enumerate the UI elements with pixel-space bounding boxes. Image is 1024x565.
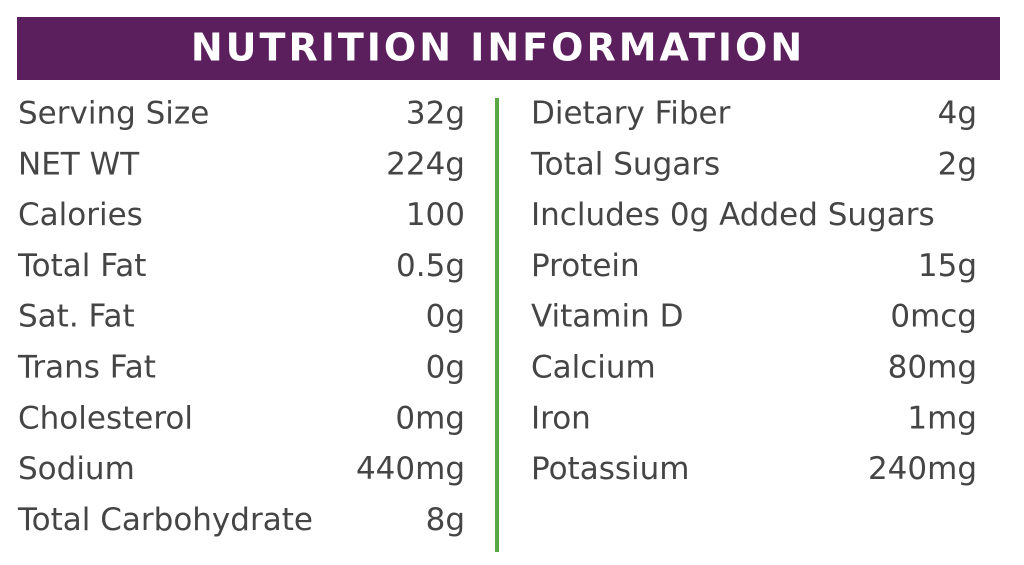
nutrient-label: Calcium [531,350,656,386]
header-title: NUTRITION INFORMATION [191,26,805,70]
nutrient-value: 15g [918,248,977,284]
nutrient-value: 224g [386,146,465,182]
nutrient-label: Protein [531,248,640,284]
nutrient-value: 4g [938,96,977,132]
nutrient-value: 0g [426,299,465,335]
nutrient-label: Trans Fat [17,350,156,386]
nutrient-label: Dietary Fiber [531,96,731,132]
nutrient-value: 240mg [868,451,977,487]
nutrient-value: 8g [426,502,465,538]
nutrient-label: Sat. Fat [18,299,135,335]
nutrient-label: Sodium [18,451,135,487]
nutrient-value: 100 [406,197,465,233]
nutrient-value: 32g [406,96,465,132]
nutrient-value: 0mcg [890,299,977,335]
nutrient-value: 2g [938,146,977,182]
nutrient-value: 0g [426,350,465,386]
header-bar [17,17,1000,80]
nutrient-label: Serving Size [18,96,209,132]
nutrient-value: 0mg [395,400,465,436]
nutrient-label: NET WT [18,146,140,182]
nutrient-label: Includes 0g Added Sugars [531,197,935,233]
nutrient-label: Calories [18,197,143,233]
nutrient-label: Total Sugars [530,146,720,182]
nutrient-label: Cholesterol [18,400,193,436]
nutrient-label: Potassium [531,451,689,487]
nutrient-value: 1mg [907,400,977,436]
nutrient-value: 440mg [356,451,465,487]
nutrient-label: Vitamin D [531,299,683,335]
nutrient-value: 80mg [888,350,977,386]
nutrient-value: 0.5g [396,248,465,284]
nutrient-label: Iron [531,400,591,436]
nutrient-label: Total Carbohydrate [17,502,313,538]
nutrient-label: Total Fat [17,248,146,284]
